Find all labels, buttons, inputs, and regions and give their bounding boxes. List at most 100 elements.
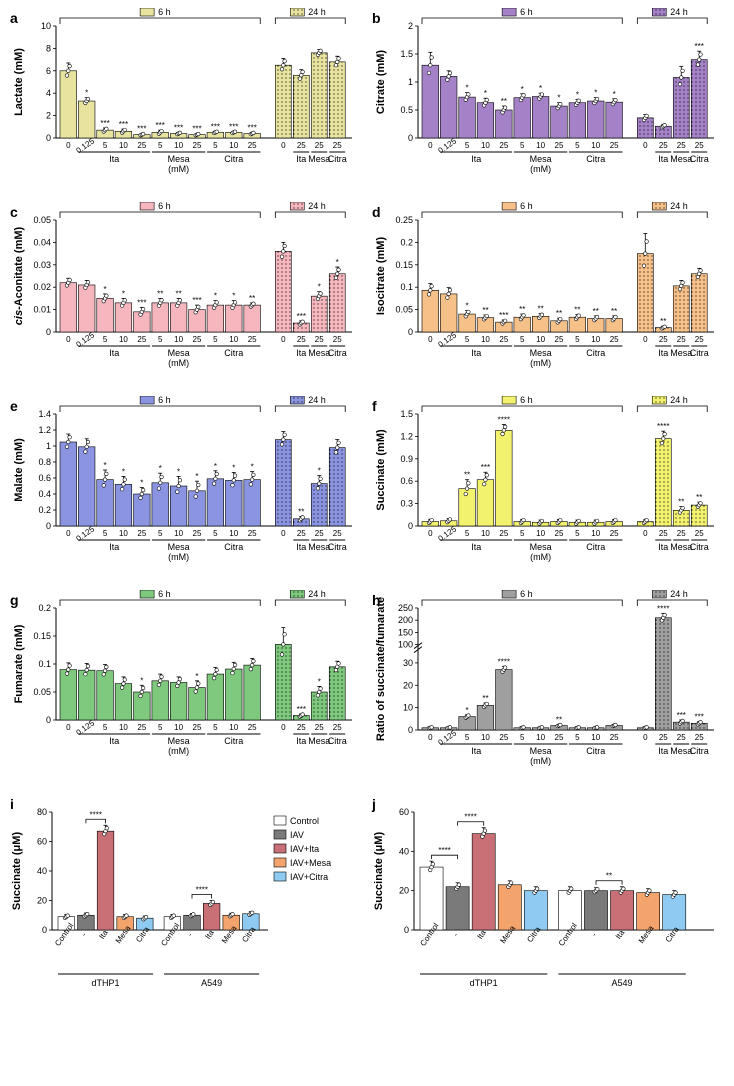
svg-text:0.02: 0.02 (33, 282, 51, 292)
svg-text:60: 60 (399, 807, 409, 817)
svg-text:60: 60 (37, 837, 47, 847)
legend-label: IAV+Citra (290, 872, 328, 882)
svg-text:24 h: 24 h (670, 396, 688, 405)
legend-label: IAV+Ita (290, 844, 319, 854)
svg-text:(mM): (mM) (530, 164, 551, 174)
svg-text:0.03: 0.03 (33, 260, 51, 270)
svg-text:***: *** (229, 122, 238, 131)
svg-text:5: 5 (158, 141, 163, 150)
svg-text:Citra: Citra (586, 154, 605, 164)
svg-text:10: 10 (119, 141, 128, 150)
panel-b: b00.511.52Citrate (mM)00.125*5*10**25*5*… (370, 8, 726, 198)
bar (587, 101, 604, 138)
svg-text:0: 0 (643, 335, 648, 344)
bar-24h (275, 440, 291, 526)
svg-text:0.9: 0.9 (400, 454, 413, 464)
svg-text:0: 0 (281, 529, 286, 538)
svg-text:25: 25 (315, 723, 324, 732)
svg-text:Mesa: Mesa (168, 542, 190, 552)
svg-text:Citra: Citra (690, 542, 709, 552)
svg-text:100: 100 (398, 640, 413, 650)
svg-text:10: 10 (174, 723, 183, 732)
svg-text:*: * (613, 90, 616, 99)
svg-text:*: * (521, 85, 524, 94)
svg-text:0.1: 0.1 (38, 659, 51, 669)
svg-text:**: ** (157, 289, 163, 298)
svg-text:5: 5 (465, 335, 470, 344)
svg-text:***: *** (695, 713, 704, 722)
bar (477, 480, 494, 526)
svg-text:***: *** (137, 125, 146, 134)
panel-h: h0102030100150200250Ratio of succinate/f… (370, 590, 726, 790)
bar-24h (311, 53, 327, 138)
svg-text:6 h: 6 h (158, 396, 171, 405)
svg-text:***: *** (499, 311, 508, 320)
svg-text:8: 8 (46, 43, 51, 53)
bar (244, 480, 261, 526)
bar (532, 97, 549, 138)
svg-text:25: 25 (610, 335, 619, 344)
bar-24h (691, 274, 707, 332)
svg-text:5: 5 (520, 141, 525, 150)
svg-text:*: * (232, 292, 235, 301)
bar-24h (329, 448, 345, 526)
svg-text:20: 20 (399, 886, 409, 896)
svg-text:0: 0 (428, 733, 433, 742)
svg-text:Citra: Citra (328, 736, 347, 746)
bar (60, 71, 77, 138)
bar-24h (691, 60, 707, 138)
svg-text:10: 10 (536, 529, 545, 538)
svg-text:20: 20 (37, 896, 47, 906)
bar (152, 303, 169, 332)
svg-text:*: * (318, 467, 321, 476)
bar-24h (655, 618, 671, 730)
svg-text:0.15: 0.15 (33, 631, 51, 641)
svg-text:25: 25 (659, 733, 668, 742)
svg-text:0.2: 0.2 (38, 603, 51, 613)
svg-text:25: 25 (315, 529, 324, 538)
svg-text:10: 10 (591, 141, 600, 150)
bar (152, 681, 169, 720)
bar (207, 674, 224, 720)
svg-text:Citra: Citra (690, 154, 709, 164)
bar (446, 887, 469, 930)
svg-text:-: - (79, 931, 88, 939)
svg-text:10: 10 (403, 703, 413, 713)
legend-swatch (274, 872, 286, 881)
svg-text:A549: A549 (612, 978, 633, 988)
svg-text:25: 25 (659, 141, 668, 150)
bar (496, 430, 513, 526)
svg-text:**: ** (556, 309, 562, 318)
svg-text:***: *** (174, 123, 183, 132)
svg-text:5: 5 (575, 529, 580, 538)
panel-e: e00.20.40.60.811.21.4Malate (mM)00.125*5… (8, 396, 364, 586)
svg-text:Citra: Citra (586, 348, 605, 358)
svg-text:0.25: 0.25 (395, 215, 413, 225)
bar-24h (673, 78, 689, 138)
svg-text:200: 200 (398, 615, 413, 625)
svg-text:***: *** (192, 296, 201, 305)
svg-text:**: ** (606, 872, 612, 881)
svg-text:-: - (185, 931, 194, 939)
svg-text:0: 0 (42, 925, 47, 935)
svg-text:25: 25 (695, 335, 704, 344)
svg-text:25: 25 (137, 723, 146, 732)
svg-text:**: ** (696, 493, 702, 502)
svg-text:0.04: 0.04 (33, 237, 51, 247)
svg-text:****: **** (498, 415, 510, 424)
svg-text:*: * (251, 463, 254, 472)
bar (78, 447, 95, 526)
svg-text:0: 0 (66, 141, 71, 150)
svg-text:0: 0 (428, 335, 433, 344)
bar (477, 705, 494, 730)
svg-text:0: 0 (46, 133, 51, 143)
bar (611, 891, 634, 930)
svg-text:0.5: 0.5 (400, 105, 413, 115)
svg-text:Ita: Ita (109, 154, 119, 164)
svg-text:0.2: 0.2 (400, 237, 413, 247)
svg-text:Citrate (mM): Citrate (mM) (375, 50, 387, 115)
svg-text:Mesa: Mesa (168, 154, 190, 164)
bar (524, 891, 547, 930)
svg-text:10: 10 (481, 733, 490, 742)
bar (115, 303, 132, 332)
